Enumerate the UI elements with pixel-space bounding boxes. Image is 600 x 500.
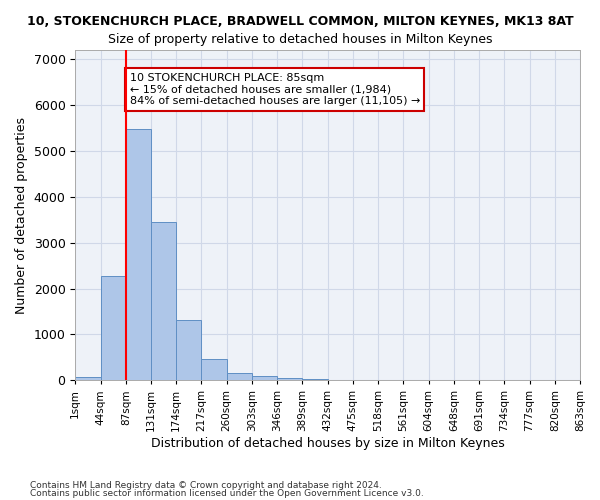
Text: 10 STOKENCHURCH PLACE: 85sqm
← 15% of detached houses are smaller (1,984)
84% of: 10 STOKENCHURCH PLACE: 85sqm ← 15% of de… (130, 73, 420, 106)
Text: 10, STOKENCHURCH PLACE, BRADWELL COMMON, MILTON KEYNES, MK13 8AT: 10, STOKENCHURCH PLACE, BRADWELL COMMON,… (26, 15, 574, 28)
X-axis label: Distribution of detached houses by size in Milton Keynes: Distribution of detached houses by size … (151, 437, 505, 450)
Text: Size of property relative to detached houses in Milton Keynes: Size of property relative to detached ho… (108, 32, 492, 46)
Bar (151, 222, 176, 380)
Text: Contains HM Land Registry data © Crown copyright and database right 2024.: Contains HM Land Registry data © Crown c… (30, 481, 382, 490)
Bar (227, 373, 252, 380)
Bar (302, 379, 328, 380)
Bar (176, 320, 202, 380)
Bar (252, 376, 277, 380)
Bar (202, 358, 227, 380)
Bar (277, 378, 302, 380)
Bar (75, 376, 101, 380)
Bar (101, 276, 126, 380)
Text: Contains public sector information licensed under the Open Government Licence v3: Contains public sector information licen… (30, 488, 424, 498)
Bar (126, 130, 151, 380)
Y-axis label: Number of detached properties: Number of detached properties (15, 116, 28, 314)
